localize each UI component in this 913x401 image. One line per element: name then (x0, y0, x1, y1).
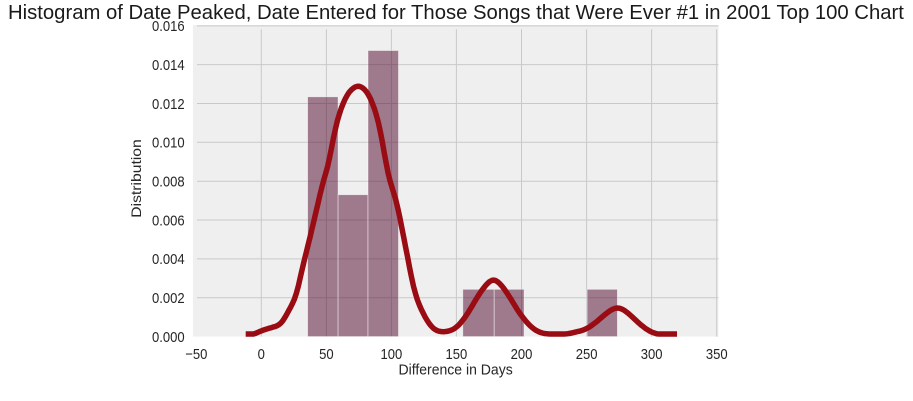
svg-text:0.006: 0.006 (152, 211, 185, 228)
svg-text:250: 250 (576, 345, 598, 362)
svg-text:0.014: 0.014 (152, 56, 185, 73)
svg-text:0.008: 0.008 (152, 173, 185, 190)
svg-text:0.004: 0.004 (152, 250, 185, 267)
svg-text:−50: −50 (185, 345, 207, 362)
svg-text:100: 100 (381, 345, 403, 362)
svg-text:0: 0 (258, 345, 265, 362)
svg-text:300: 300 (641, 345, 663, 362)
svg-text:350: 350 (706, 345, 728, 362)
svg-text:Difference in Days: Difference in Days (398, 362, 512, 379)
svg-text:0.010: 0.010 (152, 134, 185, 151)
svg-text:150: 150 (446, 345, 468, 362)
svg-text:Distribution: Distribution (130, 139, 145, 218)
svg-text:0.016: 0.016 (152, 17, 185, 34)
svg-text:0.000: 0.000 (152, 328, 185, 345)
svg-text:200: 200 (511, 345, 533, 362)
svg-text:0.002: 0.002 (152, 289, 185, 306)
svg-text:Histogram of Date Peaked, Date: Histogram of Date Peaked, Date Entered f… (8, 2, 904, 24)
svg-text:50: 50 (319, 345, 334, 362)
svg-text:0.012: 0.012 (152, 95, 185, 112)
